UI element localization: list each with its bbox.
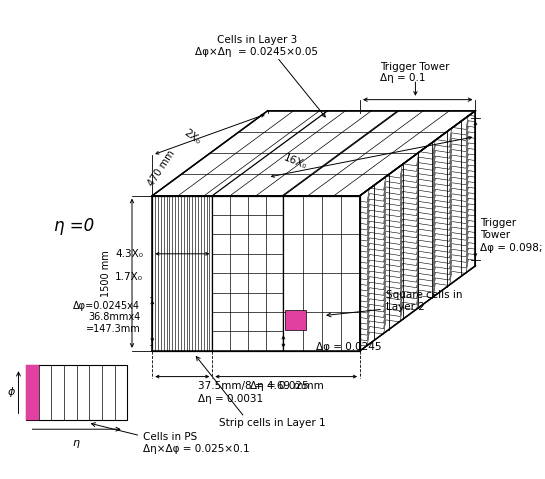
Text: $\eta$: $\eta$ xyxy=(72,438,81,450)
Text: Cells in PS
Δη×Δφ = 0.025×0.1: Cells in PS Δη×Δφ = 0.025×0.1 xyxy=(143,432,250,455)
Polygon shape xyxy=(285,310,306,331)
Text: 1.7X₀: 1.7X₀ xyxy=(115,272,143,282)
Text: 1500 mm: 1500 mm xyxy=(101,251,111,297)
Text: Trigger Tower
Δη = 0.1: Trigger Tower Δη = 0.1 xyxy=(380,62,450,83)
Text: Strip cells in Layer 1: Strip cells in Layer 1 xyxy=(219,418,326,428)
Polygon shape xyxy=(283,195,360,351)
Text: 470 mm: 470 mm xyxy=(146,148,177,188)
Text: Δφ=0.0245x4
36.8mmx4
=147.3mm: Δφ=0.0245x4 36.8mmx4 =147.3mm xyxy=(74,301,140,334)
Polygon shape xyxy=(26,365,128,420)
Text: Trigger
Tower
Δφ = 0.098;: Trigger Tower Δφ = 0.098; xyxy=(480,218,542,253)
Polygon shape xyxy=(360,111,475,351)
Polygon shape xyxy=(26,365,39,420)
Text: 2X₀: 2X₀ xyxy=(182,127,202,146)
Text: η =0: η =0 xyxy=(53,217,94,235)
Text: Δη = 0.025: Δη = 0.025 xyxy=(250,381,309,391)
Polygon shape xyxy=(152,195,213,351)
Polygon shape xyxy=(152,111,475,195)
Polygon shape xyxy=(213,195,283,351)
Text: 37.5mm/8 = 4.69 mmm
Δη = 0.0031: 37.5mm/8 = 4.69 mmm Δη = 0.0031 xyxy=(198,381,324,404)
Text: Cells in Layer 3
Δφ×Δη  = 0.0245×0.05: Cells in Layer 3 Δφ×Δη = 0.0245×0.05 xyxy=(195,35,318,57)
Text: Δφ = 0.0245: Δφ = 0.0245 xyxy=(316,342,381,352)
Text: Square cells in
Layer 2: Square cells in Layer 2 xyxy=(386,290,462,312)
Text: $\phi$: $\phi$ xyxy=(7,385,16,399)
Text: 16X₀: 16X₀ xyxy=(282,152,308,171)
Text: 4.3X₀: 4.3X₀ xyxy=(115,249,143,259)
